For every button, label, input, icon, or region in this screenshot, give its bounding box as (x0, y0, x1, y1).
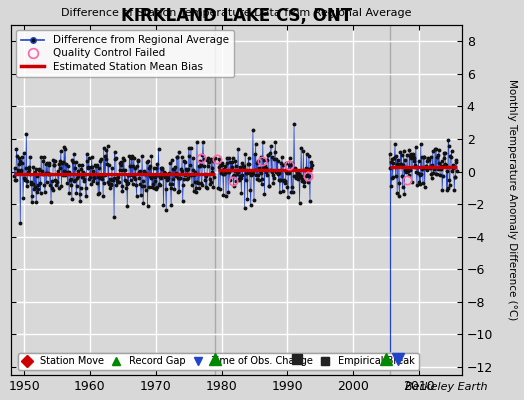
Legend: Station Move, Record Gap, Time of Obs. Change, Empirical Break: Station Move, Record Gap, Time of Obs. C… (18, 352, 419, 370)
Text: Difference of Station Temperature Data from Regional Average: Difference of Station Temperature Data f… (61, 8, 412, 18)
Text: Berkeley Earth: Berkeley Earth (405, 382, 487, 392)
Title: KIRKLAND LAKE CS, ONT: KIRKLAND LAKE CS, ONT (121, 7, 352, 25)
Y-axis label: Monthly Temperature Anomaly Difference (°C): Monthly Temperature Anomaly Difference (… (507, 80, 517, 321)
